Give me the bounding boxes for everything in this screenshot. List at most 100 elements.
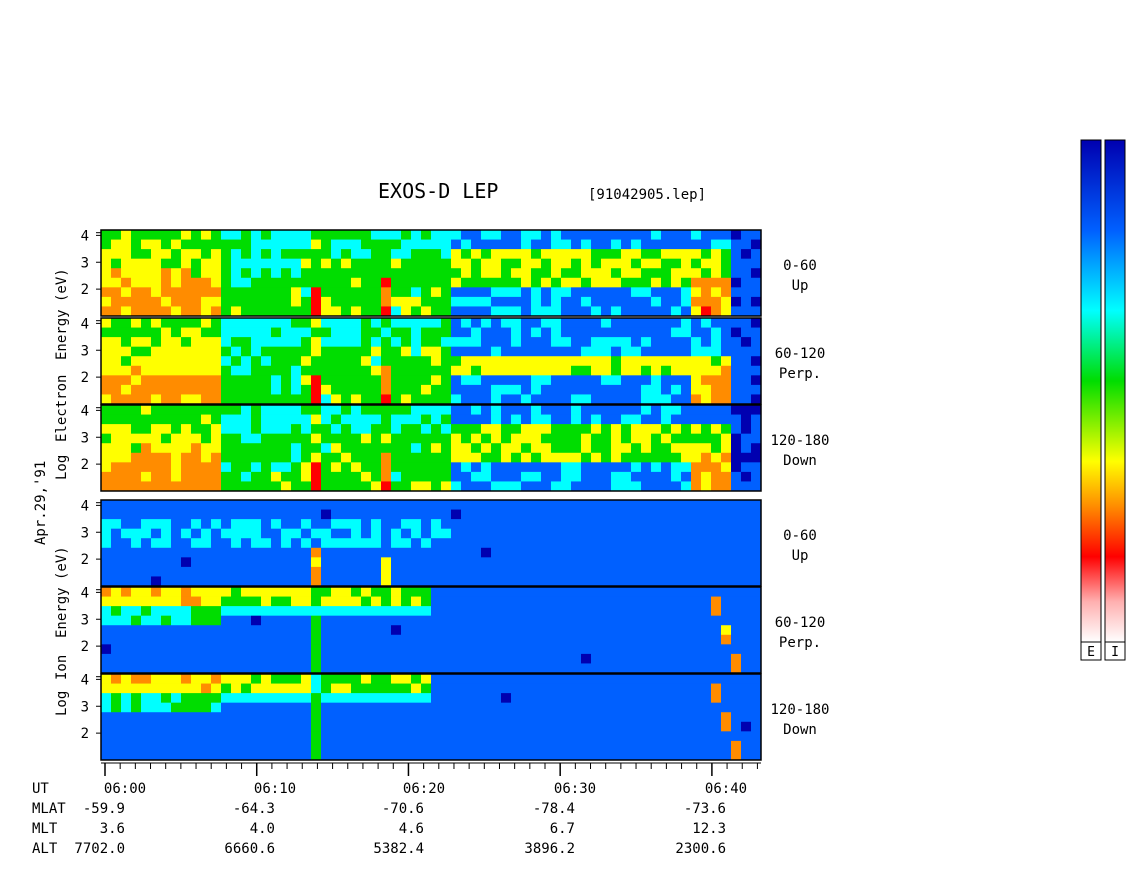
spectrogram-cell [551,519,562,530]
spectrogram-cell [671,721,682,732]
spectrogram-cell [351,750,362,761]
spectrogram-cell [741,528,752,539]
spectrogram-cell [611,287,622,298]
spectrogram-cell [291,318,302,328]
spectrogram-cell [721,596,732,607]
spectrogram-cell [371,296,382,307]
spectrogram-cell [121,557,132,568]
spectrogram-cell [101,452,112,463]
spectrogram-cell [661,277,672,288]
spectrogram-cell [721,296,732,307]
spectrogram-cell [751,500,762,510]
spectrogram-cell [281,566,292,577]
spectrogram-cell [291,277,302,288]
spectrogram-cell [351,384,362,395]
spectrogram-cell [421,365,432,376]
spectrogram-cell [471,414,482,425]
spectrogram-cell [751,356,762,367]
spectrogram-cell [141,500,152,510]
spectrogram-cell [551,306,562,317]
spectrogram-cell [721,683,732,694]
panel-frame [100,499,762,587]
spectrogram-cell [131,634,142,645]
spectrogram-cell [631,249,642,260]
spectrogram-cell [401,625,412,636]
spectrogram-cell [441,663,452,674]
spectrogram-cell [121,674,132,684]
spectrogram-cell [311,258,322,269]
spectrogram-cell [481,750,492,761]
spectrogram-cell [671,566,682,577]
spectrogram-cell [431,509,442,520]
spectrogram-cell [321,277,332,288]
spectrogram-cell [451,538,462,549]
spectrogram-cell [281,375,292,386]
spectrogram-cell [641,394,652,405]
spectrogram-cell [681,258,692,269]
spectrogram-cell [491,731,502,742]
electron-ylabel-line: Electron [54,375,70,442]
spectrogram-cell [621,750,632,761]
spectrogram-cell [601,452,612,463]
spectrogram-cell [611,587,622,597]
spectrogram-cell [561,287,572,298]
spectrogram-cell [291,547,302,558]
spectrogram-cell [101,634,112,645]
spectrogram-cell [381,384,392,395]
spectrogram-cell [681,346,692,357]
spectrogram-cell [421,528,432,539]
spectrogram-cell [191,519,202,530]
spectrogram-cell [641,663,652,674]
spectrogram-cell [191,674,202,684]
spectrogram-cell [371,615,382,626]
spectrogram-cell [231,318,242,328]
spectrogram-cell [261,587,272,597]
spectrogram-cell [731,230,742,240]
spectrogram-cell [241,346,252,357]
spectrogram-cell [451,394,462,405]
spectrogram-cell [291,268,302,279]
spectrogram-cell [601,249,612,260]
spectrogram-cell [621,740,632,751]
spectrogram-cell [741,365,752,376]
spectrogram-cell [451,663,462,674]
spectrogram-cell [261,712,272,723]
spectrogram-cell [231,296,242,307]
spectrogram-cell [621,268,632,279]
y-tick-label: 3 [81,255,89,271]
spectrogram-cell [251,230,262,240]
spectrogram-cell [511,644,522,655]
spectrogram-cell [431,318,442,328]
spectrogram-cell [481,663,492,674]
spectrogram-cell [181,414,192,425]
spectrogram-cell [551,500,562,510]
spectrogram-cell [641,452,652,463]
spectrogram-cell [711,443,722,454]
spectrogram-cell [131,653,142,664]
spectrogram-cell [161,337,172,348]
spectrogram-cell [141,576,152,587]
spectrogram-cell [111,644,122,655]
spectrogram-cell [421,653,432,664]
spectrogram-cell [401,634,412,645]
spectrogram-cell [501,528,512,539]
spectrogram-cell [671,433,682,444]
spectrogram-cell [541,538,552,549]
spectrogram-cell [581,277,592,288]
spectrogram-cell [421,327,432,338]
spectrogram-cell [341,481,352,492]
spectrogram-cell [631,740,642,751]
spectrogram-cell [151,394,162,405]
spectrogram-cell [531,405,542,415]
spectrogram-cell [651,230,662,240]
spectrogram-cell [191,557,202,568]
spectrogram-cell [281,287,292,298]
spectrogram-cell [411,405,422,415]
spectrogram-cell [241,424,252,435]
spectrogram-cell [371,566,382,577]
spectrogram-cell [671,258,682,269]
spectrogram-cell [611,306,622,317]
spectrogram-cell [301,249,312,260]
spectrogram-cell [181,606,192,617]
spectrogram-cell [411,471,422,482]
